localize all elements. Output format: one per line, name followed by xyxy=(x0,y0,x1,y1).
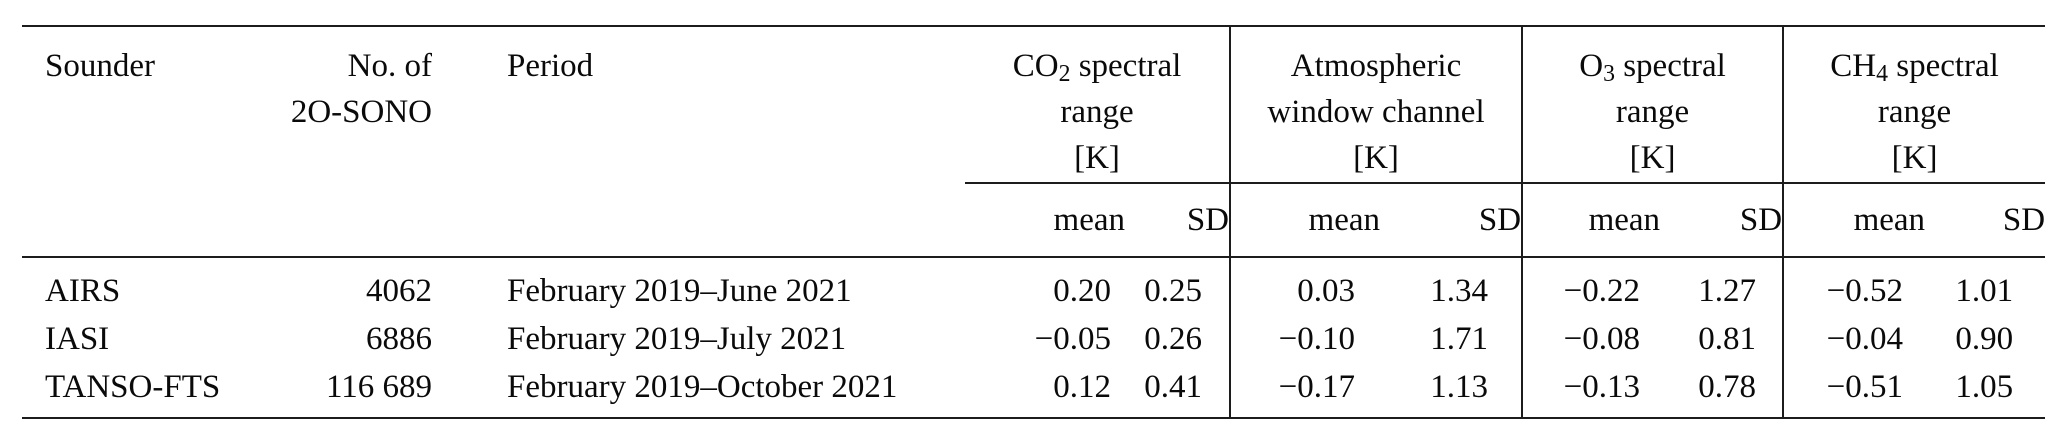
col-group-co2: CO2 spectral range [K] xyxy=(965,26,1231,184)
cell-o3-mean: −0.13 xyxy=(1521,363,1661,418)
subheader-co2-mean: mean xyxy=(965,183,1125,258)
cell-co2-sd: 0.41 xyxy=(1144,369,1203,405)
cell-window-mean: 0.03 xyxy=(1229,257,1381,315)
cell-count: 4062 xyxy=(366,273,432,309)
col-group-o3-unit: [K] xyxy=(1629,140,1676,176)
subheader-ch4-mean: mean xyxy=(1782,183,1926,258)
subheader-o3-mean: mean xyxy=(1521,183,1661,258)
col-group-window-unit: [K] xyxy=(1353,140,1399,176)
col-header-period-label: Period xyxy=(507,48,594,84)
cell-ch4-sd: 1.01 xyxy=(1955,273,2014,309)
col-header-period: Period xyxy=(462,26,965,258)
cell-co2-mean: 0.12 xyxy=(1053,369,1111,405)
cell-period: February 2019–July 2021 xyxy=(507,321,847,357)
cell-period: February 2019–June 2021 xyxy=(507,273,852,309)
col-group-window-title: Atmospheric xyxy=(1290,48,1462,84)
col-group-co2-title: CO2 spectral xyxy=(1012,48,1182,88)
col-header-count: No. of 2O-SONO xyxy=(250,26,462,258)
cell-o3-sd: 1.27 xyxy=(1698,273,1757,309)
sounder-comparison-table: Sounder No. of 2O-SONO Period CO2 spectr… xyxy=(22,25,2046,419)
cell-window-mean: −0.10 xyxy=(1229,315,1381,363)
cell-co2-mean: 0.20 xyxy=(1053,273,1111,309)
cell-ch4-mean: −0.04 xyxy=(1782,315,1926,363)
cell-window-sd: 1.71 xyxy=(1430,321,1489,357)
col-group-co2-unit: [K] xyxy=(1074,140,1120,176)
cell-o3-sd: 0.81 xyxy=(1698,321,1757,357)
cell-window-sd: 1.13 xyxy=(1430,369,1489,405)
cell-sounder: IASI xyxy=(45,321,110,357)
cell-co2-mean: −0.05 xyxy=(1034,321,1111,357)
table-row-iasi: IASI 6886 February 2019–July 2021 −0.05 … xyxy=(22,315,2045,363)
cell-window-sd: 1.34 xyxy=(1430,273,1489,309)
cell-ch4-sd: 0.90 xyxy=(1955,321,2014,357)
table-row-tanso-fts: TANSO-FTS 116 689 February 2019–October … xyxy=(22,363,2045,418)
cell-ch4-sd: 1.05 xyxy=(1955,369,2014,405)
cell-sounder: AIRS xyxy=(45,273,121,309)
subheader-ch4-sd: SD xyxy=(1925,183,2046,258)
header-row-groups: Sounder No. of 2O-SONO Period CO2 spectr… xyxy=(22,26,2046,258)
cell-count: 116 689 xyxy=(325,369,432,405)
col-group-ch4-unit: [K] xyxy=(1891,140,1938,176)
col-header-count-line2: 2O-SONO xyxy=(290,94,432,130)
header-row-mean-sd: mean SD mean SD mean SD mean SD xyxy=(22,183,2046,258)
cell-period: February 2019–October 2021 xyxy=(507,369,898,405)
subheader-window-mean: mean xyxy=(1229,183,1381,258)
col-group-ch4-title: CH4 spectral xyxy=(1830,48,1999,88)
subheader-co2-sd: SD xyxy=(1125,183,1231,258)
ch4-subscript: 4 xyxy=(1876,61,1888,88)
cell-count: 6886 xyxy=(366,321,432,357)
col-group-window-line2: window channel xyxy=(1267,94,1485,130)
col-group-o3: O3 spectral range [K] xyxy=(1521,26,1784,184)
col-header-count-line1: No. of xyxy=(347,48,432,84)
subheader-o3-sd: SD xyxy=(1660,183,1784,258)
col-group-ch4: CH4 spectral range [K] xyxy=(1782,26,2046,184)
col-group-ch4-line2: range xyxy=(1877,94,1952,130)
cell-o3-sd: 0.78 xyxy=(1698,369,1757,405)
table-row-airs: AIRS 4062 February 2019–June 2021 0.20 0… xyxy=(22,257,2045,315)
col-group-o3-title: O3 spectral xyxy=(1579,48,1726,88)
o3-subscript: 3 xyxy=(1603,61,1615,88)
cell-o3-mean: −0.08 xyxy=(1521,315,1661,363)
cell-o3-mean: −0.22 xyxy=(1521,257,1661,315)
cell-ch4-mean: −0.52 xyxy=(1782,257,1926,315)
col-header-sounder-label: Sounder xyxy=(45,48,155,84)
col-group-co2-line2: range xyxy=(1060,94,1134,130)
col-group-window: Atmospheric window channel [K] xyxy=(1229,26,1523,184)
cell-sounder: TANSO-FTS xyxy=(45,369,221,405)
cell-co2-sd: 0.26 xyxy=(1144,321,1203,357)
cell-co2-sd: 0.25 xyxy=(1144,273,1203,309)
subheader-window-sd: SD xyxy=(1380,183,1523,258)
col-header-sounder: Sounder xyxy=(22,26,250,258)
co2-subscript: 2 xyxy=(1058,61,1071,88)
cell-window-mean: −0.17 xyxy=(1229,363,1381,418)
sounder-comparison-table-wrap: Sounder No. of 2O-SONO Period CO2 spectr… xyxy=(22,25,2046,419)
cell-ch4-mean: −0.51 xyxy=(1782,363,1926,418)
col-group-o3-line2: range xyxy=(1615,94,1690,130)
